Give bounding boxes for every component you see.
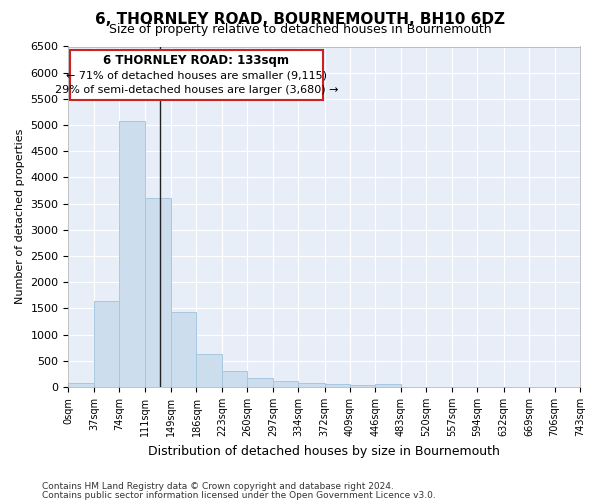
Text: Contains HM Land Registry data © Crown copyright and database right 2024.: Contains HM Land Registry data © Crown c… [42,482,394,491]
Bar [196,354,222,387]
Bar [298,383,325,387]
Bar [273,380,298,387]
Bar [325,384,350,387]
Y-axis label: Number of detached properties: Number of detached properties [15,129,25,304]
Text: Size of property relative to detached houses in Bournemouth: Size of property relative to detached ho… [109,22,491,36]
Bar [350,385,376,387]
X-axis label: Distribution of detached houses by size in Bournemouth: Distribution of detached houses by size … [148,444,500,458]
Bar [68,383,94,387]
Text: 6 THORNLEY ROAD: 133sqm: 6 THORNLEY ROAD: 133sqm [103,54,289,68]
Bar [171,312,196,387]
Bar [376,384,401,387]
FancyBboxPatch shape [70,50,323,100]
Bar [145,198,171,387]
Bar [94,300,119,387]
Text: 6, THORNLEY ROAD, BOURNEMOUTH, BH10 6DZ: 6, THORNLEY ROAD, BOURNEMOUTH, BH10 6DZ [95,12,505,28]
Bar [247,378,273,387]
Bar [119,121,145,387]
Text: ← 71% of detached houses are smaller (9,115): ← 71% of detached houses are smaller (9,… [66,70,327,80]
Bar [222,371,247,387]
Text: 29% of semi-detached houses are larger (3,680) →: 29% of semi-detached houses are larger (… [55,84,338,94]
Text: Contains public sector information licensed under the Open Government Licence v3: Contains public sector information licen… [42,490,436,500]
